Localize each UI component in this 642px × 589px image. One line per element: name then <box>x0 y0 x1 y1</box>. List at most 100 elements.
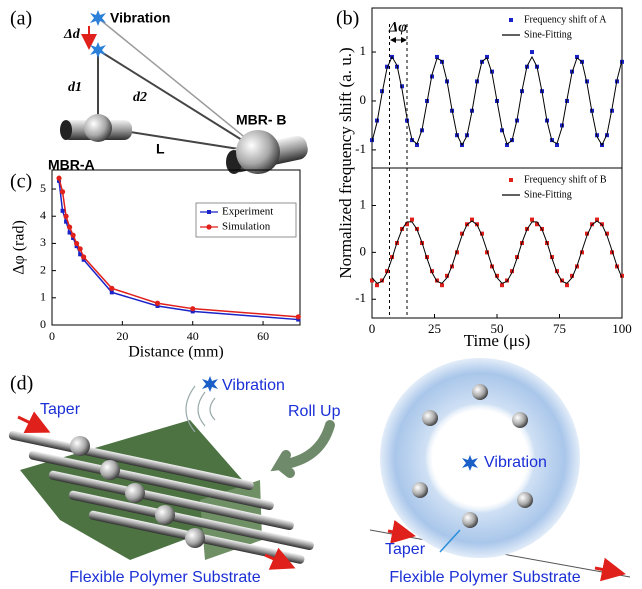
mbr-b-label: MBR- B <box>236 112 287 128</box>
data-point <box>509 178 513 182</box>
vibration-star <box>90 42 106 58</box>
panel-label: (b) <box>336 8 359 30</box>
plot-frame <box>371 7 623 169</box>
data-point <box>109 290 114 295</box>
path-line <box>97 17 259 149</box>
data-point <box>500 283 504 288</box>
path-line <box>97 49 251 146</box>
panel-label: (a) <box>10 8 32 30</box>
taper-arrow <box>17 411 51 434</box>
data-point <box>405 222 409 227</box>
data-point <box>495 273 499 278</box>
data-point <box>555 143 559 148</box>
data-point <box>470 217 474 222</box>
d2-label: d2 <box>133 90 147 105</box>
data-point <box>435 54 439 59</box>
output-arrow <box>594 557 626 582</box>
data-point <box>610 250 614 255</box>
vibration-star <box>202 376 218 392</box>
data-point <box>155 303 160 308</box>
roll-up-label: Roll Up <box>288 403 341 420</box>
y-tick-label: -1 <box>355 290 366 305</box>
data-point <box>207 210 211 214</box>
x-tick-label: 25 <box>428 321 441 336</box>
data-point <box>67 230 72 235</box>
series-line <box>58 180 299 321</box>
taper-label: Taper <box>40 401 81 418</box>
data-point <box>440 283 444 288</box>
l-label: L <box>156 141 165 157</box>
data-point <box>410 217 414 222</box>
data-point <box>70 232 76 238</box>
substrate-label: Flexible Polymer Substrate <box>69 569 260 586</box>
inner-hole <box>432 410 528 506</box>
data-point <box>60 208 65 213</box>
pointer <box>439 529 461 553</box>
y-tick-label: -1 <box>355 141 366 156</box>
y-tick-label: 0 <box>40 317 46 331</box>
data-point <box>296 317 301 322</box>
data-point <box>595 217 599 222</box>
plot-frame <box>51 169 301 326</box>
taper-arrow <box>387 519 416 544</box>
data-point <box>74 244 79 249</box>
x-tick-label: 20 <box>116 329 128 343</box>
data-point <box>500 128 504 133</box>
data-point <box>295 314 301 320</box>
data-point <box>485 54 489 59</box>
data-point <box>405 118 409 123</box>
data-point <box>530 217 534 222</box>
series-line <box>371 55 623 147</box>
data-point <box>78 252 83 257</box>
data-point <box>109 285 115 291</box>
series-line <box>58 177 299 318</box>
vibration-star <box>90 10 106 26</box>
data-point <box>81 254 87 260</box>
vibration-label: Vibration <box>110 10 170 26</box>
data-point <box>385 64 389 69</box>
panel-label: (c) <box>10 171 32 193</box>
data-point <box>66 224 73 230</box>
roll-arrow <box>270 420 335 478</box>
y-tick-label: 4 <box>40 208 46 222</box>
y-tick-label: 1 <box>360 43 367 58</box>
y-tick-label: 3 <box>40 235 46 249</box>
y-tick-label: 1 <box>40 290 46 304</box>
data-point <box>460 231 464 236</box>
legend-frame <box>195 202 297 238</box>
y-tick-label: 2 <box>40 262 46 276</box>
x-tick-label: 40 <box>187 329 199 343</box>
vibration-star <box>462 455 478 471</box>
x-tick-label: 75 <box>553 321 566 336</box>
x-axis-label: Distance (mm) <box>128 344 224 361</box>
rod-end <box>60 120 72 140</box>
resonator <box>84 114 112 142</box>
data-point <box>585 231 589 236</box>
y-tick-label: 0 <box>360 243 367 258</box>
data-point <box>535 222 539 227</box>
d1-label: d1 <box>68 80 82 95</box>
data-point <box>509 18 513 22</box>
panel-label: (d) <box>10 373 33 395</box>
delta-d-label: Δd <box>63 27 81 42</box>
data-point <box>445 273 449 278</box>
output-arrow <box>264 547 296 570</box>
data-point <box>530 50 534 55</box>
legend-label: Sine-Fitting <box>524 29 572 40</box>
data-point <box>190 309 195 314</box>
data-point <box>400 84 404 89</box>
taper-label: Taper <box>385 541 426 558</box>
mbr-a-label: MBR-A <box>48 157 95 173</box>
legend-label: Simulation <box>222 221 271 233</box>
vibration-label: Vibration <box>484 454 547 471</box>
data-point <box>620 273 624 278</box>
data-point <box>56 175 62 181</box>
data-point <box>370 278 374 283</box>
wave <box>185 385 216 433</box>
data-point <box>375 283 379 288</box>
vibration-label: Vibration <box>222 377 285 394</box>
data-point <box>64 219 69 224</box>
data-point <box>59 189 66 195</box>
data-point <box>71 235 76 240</box>
x-tick-label: 0 <box>369 321 376 336</box>
